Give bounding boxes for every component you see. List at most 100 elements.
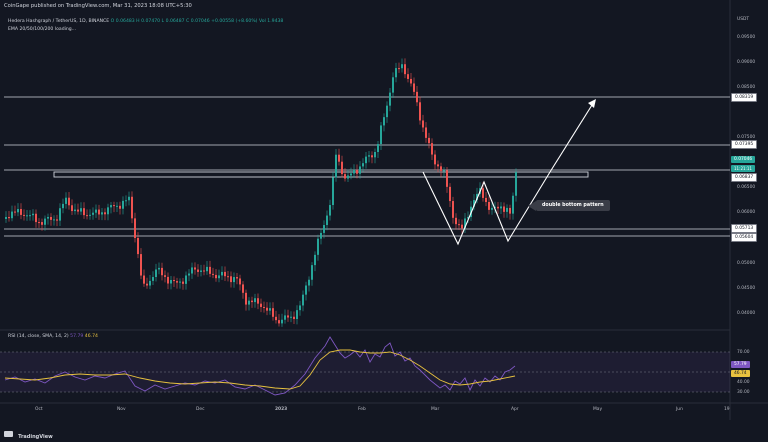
candle-body	[395, 68, 397, 78]
time-label: Mar	[431, 407, 440, 412]
candle-body	[11, 211, 13, 219]
rsi-indicator-label: RSI (14, close, SMA, 14, 2) 57.79 46.74	[8, 334, 98, 339]
candle-body	[146, 283, 148, 286]
candle-body	[296, 310, 298, 320]
candle-body	[119, 205, 121, 209]
candle-body	[137, 237, 139, 255]
candle-body	[311, 265, 313, 280]
candle-body	[449, 186, 451, 202]
candle-body	[134, 218, 136, 238]
symbol-info: Hedera Hashgraph / TetherUS, 1D, BINANCE…	[8, 19, 283, 24]
candle-body	[302, 294, 304, 306]
rsi-sma-value-tag: 46.74	[731, 370, 750, 377]
candle-body	[509, 207, 511, 214]
candle-body	[257, 298, 259, 304]
candle-body	[335, 154, 337, 178]
candle-body	[143, 275, 145, 284]
rsi-sma-line	[4, 349, 516, 390]
candle-body	[287, 315, 289, 318]
candle-body	[461, 224, 463, 229]
candle-body	[80, 208, 82, 212]
candle-body	[281, 319, 283, 324]
candle-body	[116, 205, 118, 207]
candle-body	[47, 216, 49, 219]
time-label: Apr	[511, 407, 519, 412]
price-tick: 0.06000	[737, 210, 756, 215]
candle-body	[458, 224, 460, 226]
candle-body	[212, 273, 214, 275]
candle-body	[155, 269, 157, 278]
candle-body	[23, 214, 25, 216]
candle-body	[365, 156, 367, 164]
price-tag-mid-level: 0.07395	[731, 140, 758, 149]
time-label: May	[593, 407, 603, 412]
candle-body	[434, 154, 436, 165]
candle-body	[158, 267, 160, 270]
candle-body	[278, 320, 280, 324]
projection-arrow-line	[549, 104, 593, 173]
rsi-line	[4, 336, 516, 396]
candle-body	[140, 254, 142, 276]
candle-body	[401, 64, 403, 69]
candle-body	[371, 155, 373, 158]
candle-body	[512, 195, 514, 214]
ohlc-values: O 0.06483 H 0.07470 L 0.06487 C 0.07046 …	[110, 19, 258, 24]
candle-body	[56, 219, 58, 221]
tradingview-logo[interactable]: TradingView	[4, 423, 53, 442]
candle-body	[176, 281, 178, 283]
candle-body	[464, 218, 466, 229]
candle-body	[194, 267, 196, 270]
double-bottom-callout[interactable]: double bottom pattern	[536, 200, 610, 211]
candle-body	[344, 174, 346, 179]
candle-body	[356, 169, 358, 174]
candle-body	[170, 279, 172, 284]
candle-body	[125, 200, 127, 202]
candle-body	[86, 215, 88, 217]
candle-body	[341, 161, 343, 175]
candle-body	[8, 216, 10, 219]
rsi-params: RSI (14, close, SMA, 14, 2)	[8, 334, 69, 339]
candle-body	[419, 102, 421, 121]
candle-body	[503, 206, 505, 212]
neckline-zone	[53, 171, 589, 178]
candle-body	[515, 172, 517, 196]
candle-body	[326, 215, 328, 226]
candle-body	[149, 280, 151, 286]
candle-body	[428, 137, 430, 144]
candle-body	[389, 92, 391, 106]
candle-body	[506, 207, 508, 212]
candle-body	[98, 209, 100, 215]
candle-body	[422, 120, 424, 128]
candle-body	[476, 193, 478, 201]
candle-body	[440, 166, 442, 171]
candle-body	[227, 276, 229, 278]
candle-body	[482, 188, 484, 198]
candle-body	[491, 207, 493, 210]
candle-body	[89, 214, 91, 216]
candle-body	[443, 170, 445, 172]
candle-body	[239, 278, 241, 285]
candle-body	[323, 225, 325, 233]
candle-body	[305, 285, 307, 295]
candle-body	[38, 222, 40, 224]
candle-body	[26, 215, 28, 217]
candle-body	[35, 213, 37, 223]
candle-body	[92, 212, 94, 215]
candle-body	[437, 164, 439, 167]
candle-body	[353, 169, 355, 174]
candle-body	[131, 196, 133, 219]
candle-body	[380, 125, 382, 145]
candle-body	[314, 254, 316, 266]
candle-body	[377, 144, 379, 152]
candle-body	[497, 206, 499, 209]
candle-body	[20, 209, 22, 215]
candle-body	[164, 275, 166, 277]
candle-body	[215, 274, 217, 279]
candle-body	[62, 203, 64, 209]
candle-body	[200, 270, 202, 272]
candle-body	[17, 209, 19, 213]
candle-body	[68, 197, 70, 206]
currency-label: USDT	[737, 17, 750, 22]
candle-body	[260, 303, 262, 307]
